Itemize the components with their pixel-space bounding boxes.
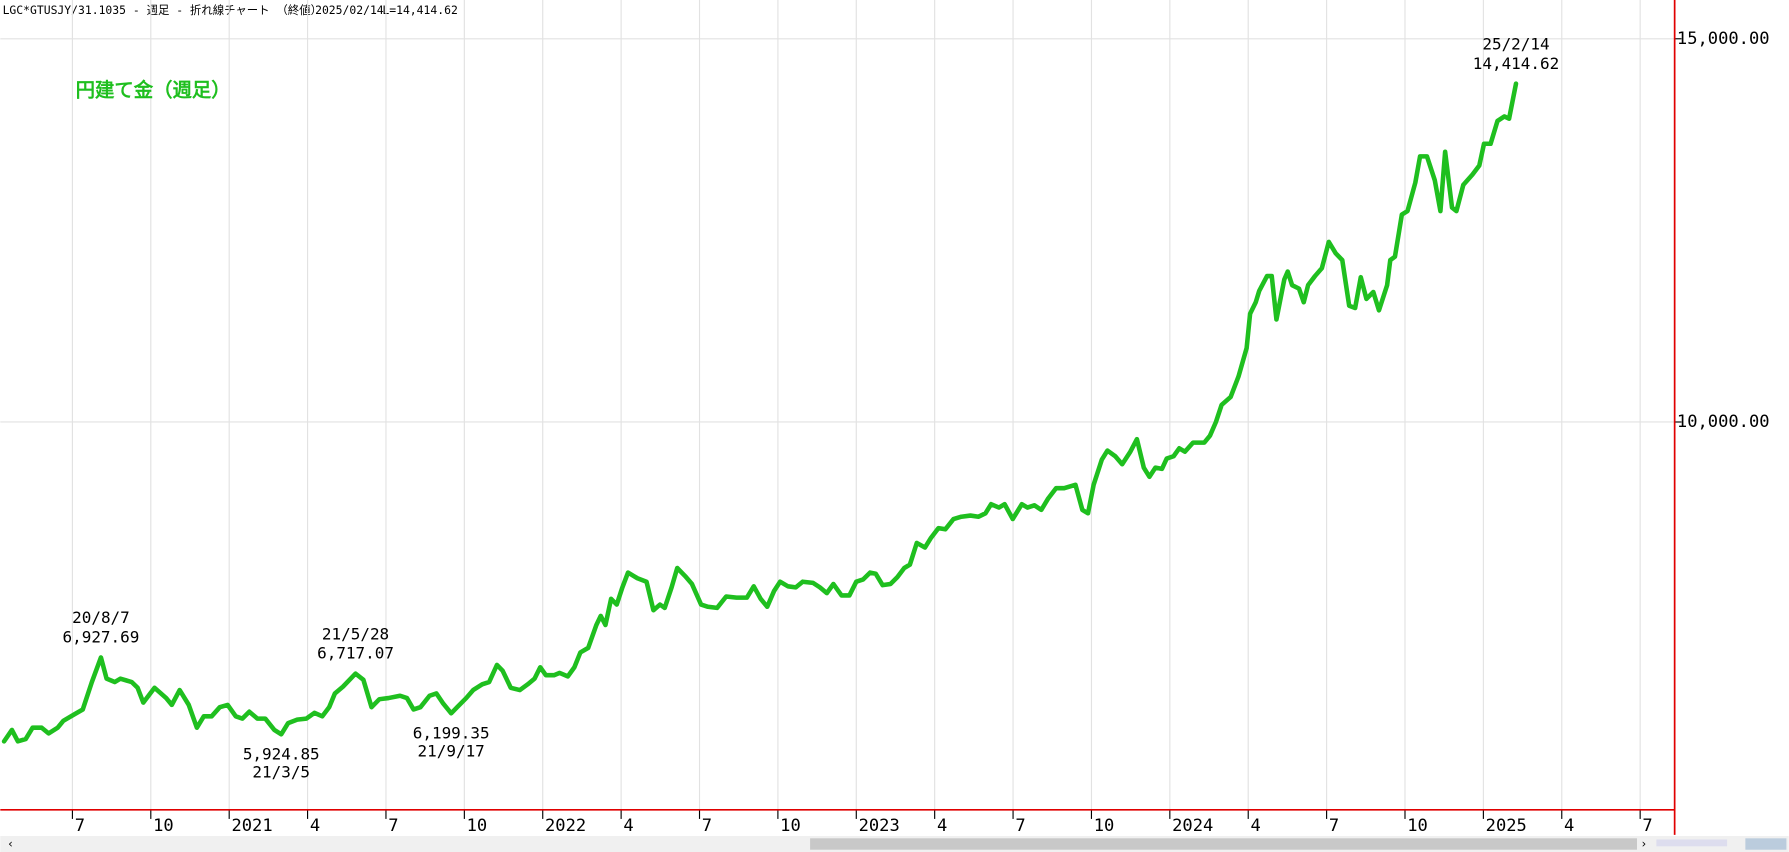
x-tick-label: 7 bbox=[1015, 816, 1025, 836]
scroll-right[interactable]: › bbox=[1640, 837, 1647, 851]
annotation-value: 5,924.85 bbox=[243, 744, 320, 763]
x-tick-label: 4 bbox=[1564, 816, 1574, 836]
zoom-slider[interactable] bbox=[1656, 839, 1728, 847]
x-tick-label: 7 bbox=[702, 816, 712, 836]
annotation-value: 6,717.07 bbox=[317, 644, 394, 663]
x-tick-label: 4 bbox=[1251, 816, 1261, 836]
scrollbar-thumb[interactable] bbox=[810, 838, 1638, 850]
annotation-date: 20/8/7 bbox=[72, 608, 130, 627]
annotation-date: 25/2/14 bbox=[1482, 34, 1549, 53]
scrollbar[interactable]: ‹ › bbox=[0, 836, 1789, 852]
annotation-value: 6,927.69 bbox=[63, 628, 140, 647]
plot-area bbox=[0, 0, 1675, 810]
annotation-value: 14,414.62 bbox=[1473, 54, 1559, 73]
header-last: L=14,414.62 bbox=[382, 3, 457, 17]
x-tick-label: 10 bbox=[467, 816, 488, 836]
x-tick-label: 7 bbox=[1329, 816, 1339, 836]
x-tick-label: 7 bbox=[75, 816, 85, 836]
x-tick-label: 4 bbox=[310, 816, 320, 836]
header-date: 2025/02/14 bbox=[315, 3, 384, 17]
y-tick-label: 10,000.00 bbox=[1677, 412, 1770, 432]
x-tick-label: 10 bbox=[780, 816, 801, 836]
legend-label: 円建て金（週足） bbox=[76, 79, 231, 102]
annotation-date: 21/9/17 bbox=[418, 742, 485, 761]
x-tick-label: 7 bbox=[388, 816, 398, 836]
x-tick-label: 2025 bbox=[1486, 816, 1527, 836]
x-tick-label: 4 bbox=[623, 816, 633, 836]
x-tick-label: 10 bbox=[1094, 816, 1115, 836]
x-tick-label: 2023 bbox=[859, 816, 900, 836]
x-tick-label: 2024 bbox=[1172, 816, 1213, 836]
annotation-date: 21/5/28 bbox=[322, 624, 389, 643]
annotation-date: 21/3/5 bbox=[252, 763, 310, 782]
x-tick-label: 10 bbox=[1407, 816, 1428, 836]
zoom-buttons[interactable] bbox=[1745, 838, 1787, 850]
y-tick-label: 15,000.00 bbox=[1677, 29, 1770, 49]
scroll-left[interactable]: ‹ bbox=[7, 837, 14, 851]
line-series bbox=[1, 81, 1519, 744]
chart-header: LGC*GTUSJY/31.1035 - 週足 - 折れ線チャート （終値） bbox=[3, 3, 322, 17]
x-tick-label: 7 bbox=[1642, 816, 1652, 836]
x-tick-label: 4 bbox=[937, 816, 947, 836]
x-tick-label: 10 bbox=[153, 816, 174, 836]
annotation-value: 6,199.35 bbox=[413, 723, 490, 742]
x-tick-label: 2021 bbox=[231, 816, 272, 836]
x-tick-label: 2022 bbox=[545, 816, 586, 836]
